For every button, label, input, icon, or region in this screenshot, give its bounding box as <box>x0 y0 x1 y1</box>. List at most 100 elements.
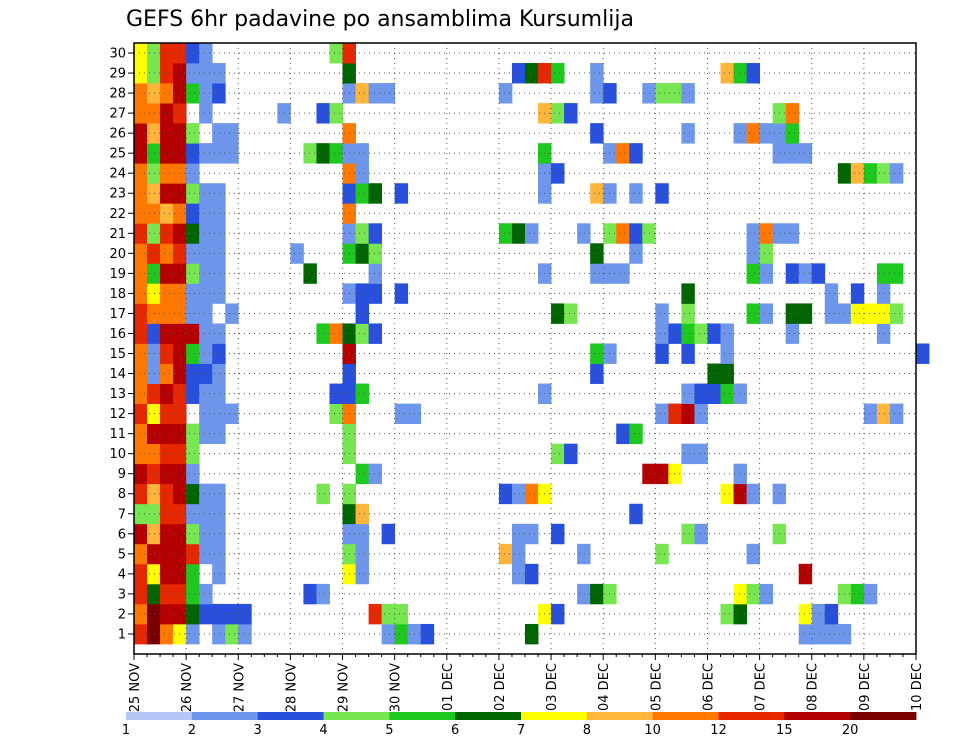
cell-m28-s4 <box>186 83 200 104</box>
cell-m4-s51 <box>798 563 813 585</box>
cell-m27-s32 <box>551 103 565 124</box>
cell-m8-s46 <box>733 483 747 505</box>
y-tick-label-6: 6 <box>118 527 126 542</box>
cell-m12-s5 <box>199 403 213 425</box>
x-tick-label-7: 02 DEC <box>493 663 508 711</box>
cell-m1-s22 <box>420 623 435 645</box>
cell-m23-s35 <box>590 183 604 204</box>
cell-m11-s2 <box>160 423 174 445</box>
cell-m13-s1 <box>147 383 161 404</box>
cell-m17-s56 <box>863 303 878 324</box>
cell-m27-s33 <box>564 103 578 124</box>
cell-m20-s17 <box>355 243 369 264</box>
cell-m28-s17 <box>355 83 369 104</box>
cell-m4-s0 <box>134 563 148 585</box>
cell-m20-s38 <box>629 243 643 264</box>
cell-m23-s6 <box>212 183 226 204</box>
cell-m1-s1 <box>147 623 161 645</box>
cell-m17-s47 <box>746 303 760 324</box>
cell-m29-s30 <box>525 63 539 84</box>
cell-m8-s6 <box>212 483 226 505</box>
cell-m25-s4 <box>186 143 200 164</box>
cell-m27-s0 <box>134 103 148 124</box>
cell-m26-s35 <box>590 123 604 144</box>
cell-m6-s0 <box>134 523 148 545</box>
cell-m16-s4 <box>186 323 200 344</box>
cell-m14-s6 <box>212 363 226 384</box>
cell-m13-s5 <box>199 383 213 404</box>
cell-m16-s0 <box>134 323 148 344</box>
cell-m2-s7 <box>225 603 239 625</box>
cell-m16-s18 <box>368 323 383 344</box>
y-tick-label-18: 18 <box>109 287 126 302</box>
cell-m3-s46 <box>733 583 747 605</box>
y-tick-label-5: 5 <box>118 547 126 562</box>
cell-m22-s1 <box>147 203 161 224</box>
cell-m26-s47 <box>746 123 760 144</box>
cell-m8-s29 <box>511 483 526 505</box>
cell-m3-s14 <box>316 583 330 605</box>
cell-m3-s13 <box>303 583 317 605</box>
cell-m26-s6 <box>212 123 226 144</box>
cell-m21-s37 <box>616 223 630 244</box>
cell-m6-s43 <box>694 523 708 545</box>
cell-m7-s4 <box>186 503 200 525</box>
cell-m6-s30 <box>525 523 539 545</box>
cell-m18-s42 <box>681 283 695 304</box>
colorbar-label-8: 10 <box>644 723 661 738</box>
cell-m1-s7 <box>225 623 239 645</box>
cell-m8-s47 <box>746 483 760 505</box>
x-tick-label-5: 30 NOV <box>389 663 404 712</box>
cell-m1-s4 <box>186 623 200 645</box>
colorbar-swatch-1 <box>191 712 259 720</box>
cell-m25-s17 <box>355 143 369 164</box>
cell-m3-s35 <box>590 583 604 605</box>
y-tick-label-13: 13 <box>109 387 126 402</box>
cell-m19-s5 <box>199 263 213 284</box>
cell-m1-s51 <box>798 623 813 645</box>
cell-m1-s19 <box>381 623 396 645</box>
cell-m25-s15 <box>329 143 343 164</box>
cell-m19-s57 <box>876 263 891 284</box>
y-tick-label-29: 29 <box>109 67 126 82</box>
cell-m21-s1 <box>147 223 161 244</box>
cell-m23-s2 <box>160 183 174 204</box>
cell-m8-s0 <box>134 483 148 505</box>
cell-m17-s7 <box>225 303 239 324</box>
cell-m21-s0 <box>134 223 148 244</box>
cell-m5-s34 <box>577 543 591 565</box>
cell-m22-s4 <box>186 203 200 224</box>
colorbar-swatch-6 <box>521 712 588 720</box>
cell-m19-s52 <box>811 263 826 284</box>
y-tick-label-17: 17 <box>109 307 126 322</box>
cell-m26-s7 <box>225 123 239 144</box>
cell-m26-s4 <box>186 123 200 144</box>
y-tick-label-26: 26 <box>109 127 126 142</box>
cell-m12-s42 <box>681 403 695 425</box>
colorbar-label-4: 5 <box>385 723 393 738</box>
cell-m10-s4 <box>186 443 200 465</box>
y-tick-label-28: 28 <box>109 87 126 102</box>
cell-m6-s2 <box>160 523 174 545</box>
cell-m5-s47 <box>746 543 760 565</box>
cell-m13-s46 <box>733 383 747 404</box>
cell-m9-s0 <box>134 463 148 485</box>
cell-m12-s0 <box>134 403 148 425</box>
cell-m16-s1 <box>147 323 161 344</box>
cell-m28-s1 <box>147 83 161 104</box>
colorbar-label-0: 1 <box>122 723 130 738</box>
cell-m23-s1 <box>147 183 161 204</box>
cell-m4-s30 <box>525 563 539 585</box>
cell-m21-s28 <box>498 223 513 244</box>
cell-m3-s34 <box>577 583 591 605</box>
cell-m15-s4 <box>186 343 200 364</box>
cell-m12-s41 <box>668 403 682 425</box>
cell-m1-s2 <box>160 623 174 645</box>
cell-m16-s5 <box>199 323 213 344</box>
x-tick-label-2: 27 NOV <box>232 663 247 712</box>
cell-m29-s47 <box>746 63 760 84</box>
cell-m26-s48 <box>759 123 774 144</box>
cell-m17-s55 <box>850 303 865 324</box>
cell-m5-s1 <box>147 543 161 565</box>
